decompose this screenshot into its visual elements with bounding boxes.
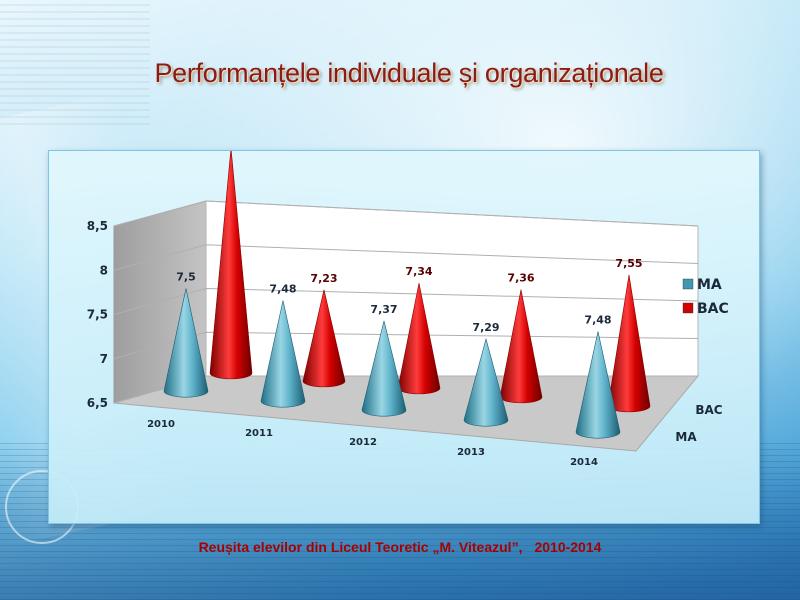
x-tick-label: 2011 <box>245 428 273 439</box>
bac-cone <box>209 151 253 380</box>
ma-cone <box>361 320 407 417</box>
gridline <box>113 331 699 360</box>
ma-cone-data-label: 7,48 <box>584 314 611 327</box>
caption-text: Reușita elevilor din Liceul Teoretic „M.… <box>198 539 523 555</box>
ma-cone <box>260 300 306 408</box>
depth-axis-label: MA <box>675 430 697 444</box>
legend-label-ma: MA <box>697 277 722 293</box>
y-tick-label: 6,5 <box>87 396 108 410</box>
ma-cone-data-label: 7,48 <box>269 283 296 296</box>
x-tick-label: 2014 <box>570 457 598 468</box>
ma-cone-data-label: 7,29 <box>472 321 499 334</box>
x-tick-label: 2012 <box>349 437 377 448</box>
chart-panel: 6,577,588,520102011201220132014BACMA8,37… <box>48 150 760 524</box>
slide-caption: Reușita elevilor din Liceul Teoretic „M.… <box>0 539 800 555</box>
bac-cone-data-label: 7,55 <box>615 257 642 270</box>
gridline <box>113 200 699 227</box>
gridline <box>113 287 699 315</box>
bac-cone-data-label: 7,23 <box>310 272 337 285</box>
bac-cone-data-label: 7,34 <box>405 265 432 278</box>
legend-swatch-ma <box>682 278 694 290</box>
legend-swatch-bac <box>682 302 694 314</box>
caption-years: 2010-2014 <box>534 539 602 555</box>
bac-cone <box>302 289 346 388</box>
x-tick-label: 2010 <box>147 419 175 430</box>
slide-title: Performanțele individuale și organizațio… <box>154 58 664 88</box>
ma-cone-data-label: 7,37 <box>370 303 397 316</box>
legend-label-bac: BAC <box>697 301 729 317</box>
ma-cone <box>163 288 209 398</box>
bac-cone-data-label: 7,36 <box>507 272 534 285</box>
x-tick-label: 2013 <box>457 447 485 458</box>
cone-chart: 6,577,588,520102011201220132014BACMA8,37… <box>87 151 729 468</box>
y-tick-label: 8,5 <box>87 219 108 233</box>
ma-cone <box>463 337 509 427</box>
ma-cone-data-label: 7,5 <box>176 271 196 284</box>
background-document-texture <box>0 0 150 125</box>
ma-cone <box>575 331 621 439</box>
y-tick-label: 8 <box>100 263 108 277</box>
gridline <box>113 244 699 271</box>
y-tick-label: 7,5 <box>87 308 108 322</box>
depth-axis-label: BAC <box>695 403 722 417</box>
y-tick-label: 7 <box>100 352 108 366</box>
